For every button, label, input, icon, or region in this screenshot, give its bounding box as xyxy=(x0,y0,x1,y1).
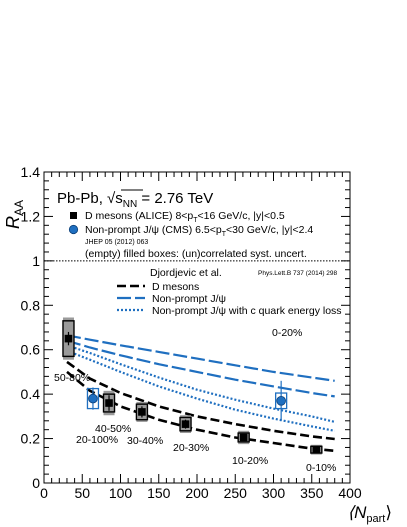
legend-d-text-sub: T xyxy=(193,217,198,224)
jpsi-point xyxy=(276,396,286,406)
y-tick-label: 1.2 xyxy=(21,208,41,224)
legend-jpsi-text-main: Non-prompt J/ψ (CMS) 6.5<p xyxy=(85,224,222,236)
syst-note: (empty) filled boxes: (un)correlated sys… xyxy=(85,248,307,260)
model-author: Djordjevic et al. xyxy=(150,267,222,279)
data-points: 50-80% 40-50%30-40% 20-30% 10-20% 0-10% 20-10… xyxy=(54,317,336,474)
x-axis-title-main: ⟨N xyxy=(347,503,367,522)
x-axis-title-sub: part xyxy=(366,513,385,525)
y-tick-label: 0.6 xyxy=(21,342,41,358)
legend-jpsi-text-sub: T xyxy=(222,231,227,238)
x-tick-label: 350 xyxy=(300,485,324,501)
y-tick-label: 0.8 xyxy=(21,297,41,313)
x-tick-label: 0 xyxy=(40,485,48,501)
legend-d-marker xyxy=(70,212,77,219)
model-legend-text-jpsi: Non-prompt J/ψ xyxy=(152,293,226,305)
d-meson-uncorrelated-syst-box xyxy=(102,393,116,413)
centrality-label: 50-80% xyxy=(54,372,90,384)
x-tick-label: 250 xyxy=(224,485,248,501)
x-tick-label: 400 xyxy=(338,485,362,501)
model-curve-longdash-lower xyxy=(66,339,335,398)
centrality-label: 30-40% xyxy=(127,435,163,447)
x-tick-label: 50 xyxy=(74,485,90,501)
jpsi-point xyxy=(88,393,98,404)
y-axis-title-main: R xyxy=(3,216,23,229)
d-meson-point xyxy=(105,399,113,407)
d-meson-uncorrelated-syst-box xyxy=(179,416,192,432)
system-label-energy: = 2.76 TeV xyxy=(137,190,213,207)
centrality-label: 20-30% xyxy=(173,442,209,454)
x-tick-label: 100 xyxy=(109,485,133,501)
d-meson-uncorrelated-syst-box xyxy=(62,320,75,358)
centrality-label: 40-50% xyxy=(95,423,131,435)
centrality-label: 0-20% xyxy=(272,327,302,339)
y-axis-title: RAA xyxy=(3,200,26,229)
jhep-ref: JHEP 05 (2012) 063 xyxy=(85,239,148,246)
y-tick-label: 0.2 xyxy=(21,431,41,447)
legend-d-text-main: D mesons (ALICE) 8<p xyxy=(85,210,193,222)
y-tick-label: 0.4 xyxy=(21,386,41,402)
y-tick-label: 0 xyxy=(32,475,40,491)
y-tick-label: 1 xyxy=(32,253,40,269)
legend-jpsi-text-rest: <30 GeV/c, |y|<2.4 xyxy=(226,224,313,236)
y-tick-label: 1.4 xyxy=(21,164,41,180)
y-axis-title-sub: AA xyxy=(12,200,26,216)
model-curves xyxy=(66,334,335,453)
model-legend-text-d: D mesons xyxy=(152,281,199,293)
d-meson-point xyxy=(64,334,73,343)
centrality-label: 10-20% xyxy=(232,455,268,467)
d-meson-uncorrelated-syst-box xyxy=(237,432,250,443)
model-curve-longdash-upper xyxy=(66,334,335,382)
d-meson-point xyxy=(239,433,248,442)
legend-jpsi-marker xyxy=(68,224,79,235)
x-axis-title-close: ⟩ xyxy=(385,503,392,522)
model-ref: Phys.Lett.B 737 (2014) 298 xyxy=(258,270,338,277)
axis-ticks: 0 50 100 150 200 250 300 350 400 0 0.2 0.4 0.6 0.8 1 1.… xyxy=(21,164,362,501)
legend-jpsi-text: Non-prompt J/ψ (CMS) 6.5<pT<30 GeV/c, |y… xyxy=(85,224,313,238)
x-tick-label: 200 xyxy=(185,485,209,501)
legend-d-text-rest: <16 GeV/c, |y|<0.5 xyxy=(198,210,285,222)
d-meson-uncorrelated-syst-box xyxy=(135,403,149,421)
system-label-main: Pb-Pb, √s xyxy=(57,190,123,207)
centrality-label: 20-100% xyxy=(76,434,118,446)
x-axis-title: ⟨Npart⟩ xyxy=(347,503,392,525)
d-meson-point xyxy=(138,408,146,416)
x-tick-label: 300 xyxy=(262,485,286,501)
d-meson-point xyxy=(181,420,190,428)
model-curve-dash-upper xyxy=(66,360,335,441)
d-meson-point xyxy=(312,445,321,454)
system-label-sub: NN xyxy=(123,199,137,210)
x-tick-label: 150 xyxy=(147,485,171,501)
legend-d-text: D mesons (ALICE) 8<pT<16 GeV/c, |y|<0.5 xyxy=(85,210,285,224)
system-label: Pb-Pb, √sNN = 2.76 TeV xyxy=(57,190,213,210)
model-legend-text-jpsi-eloss: Non-prompt J/ψ with c quark energy loss xyxy=(152,305,342,317)
centrality-label: 0-10% xyxy=(306,462,336,474)
model-curve-dash-lower xyxy=(66,370,335,453)
model-curve-dot-upper xyxy=(66,344,335,423)
